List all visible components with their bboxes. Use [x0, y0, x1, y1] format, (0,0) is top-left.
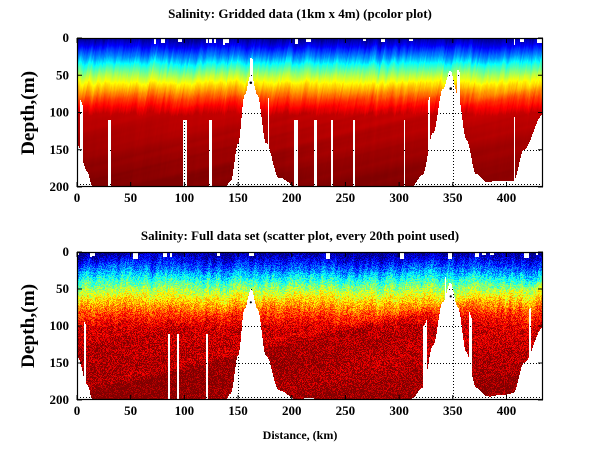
svg-text:0: 0 [74, 190, 81, 205]
svg-text:200: 200 [282, 403, 302, 418]
svg-text:350: 350 [443, 190, 463, 205]
svg-text:200: 200 [50, 179, 70, 194]
svg-text:250: 250 [336, 190, 356, 205]
svg-text:200: 200 [282, 190, 302, 205]
svg-text:150: 150 [50, 355, 70, 370]
svg-text:100: 100 [50, 105, 70, 120]
svg-text:400: 400 [497, 403, 516, 418]
svg-text:400: 400 [497, 190, 516, 205]
svg-text:50: 50 [56, 281, 69, 296]
svg-text:0: 0 [63, 244, 70, 259]
svg-text:0: 0 [63, 30, 70, 45]
svg-text:150: 150 [228, 403, 248, 418]
svg-text:100: 100 [50, 318, 70, 333]
svg-text:100: 100 [175, 403, 195, 418]
svg-text:150: 150 [228, 190, 248, 205]
svg-text:350: 350 [443, 403, 463, 418]
svg-text:250: 250 [336, 403, 356, 418]
svg-text:50: 50 [56, 67, 69, 82]
svg-text:50: 50 [124, 190, 137, 205]
svg-text:150: 150 [50, 142, 70, 157]
svg-text:300: 300 [389, 190, 409, 205]
svg-text:0: 0 [74, 403, 81, 418]
svg-text:200: 200 [50, 392, 70, 407]
svg-text:300: 300 [389, 403, 409, 418]
svg-text:50: 50 [124, 403, 137, 418]
svg-text:100: 100 [175, 190, 195, 205]
